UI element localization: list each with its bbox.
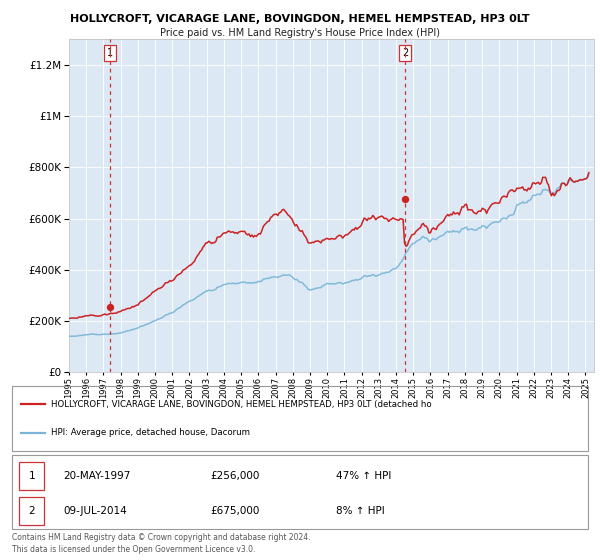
Text: Contains HM Land Registry data © Crown copyright and database right 2024.: Contains HM Land Registry data © Crown c… <box>12 533 311 542</box>
Text: 2: 2 <box>28 506 35 516</box>
Text: This data is licensed under the Open Government Licence v3.0.: This data is licensed under the Open Gov… <box>12 545 256 554</box>
Text: 1: 1 <box>107 48 113 58</box>
Point <box>400 195 410 204</box>
Text: 2: 2 <box>402 48 408 58</box>
Text: Price paid vs. HM Land Registry's House Price Index (HPI): Price paid vs. HM Land Registry's House … <box>160 28 440 38</box>
Point <box>105 302 115 311</box>
Text: 20-MAY-1997: 20-MAY-1997 <box>63 471 130 481</box>
Text: HOLLYCROFT, VICARAGE LANE, BOVINGDON, HEMEL HEMPSTEAD, HP3 0LT (detached ho: HOLLYCROFT, VICARAGE LANE, BOVINGDON, HE… <box>51 400 431 409</box>
Text: HPI: Average price, detached house, Dacorum: HPI: Average price, detached house, Daco… <box>51 428 250 437</box>
Text: 1: 1 <box>28 471 35 481</box>
Text: HOLLYCROFT, VICARAGE LANE, BOVINGDON, HEMEL HEMPSTEAD, HP3 0LT: HOLLYCROFT, VICARAGE LANE, BOVINGDON, HE… <box>70 14 530 24</box>
Text: 09-JUL-2014: 09-JUL-2014 <box>63 506 127 516</box>
Text: £256,000: £256,000 <box>210 471 259 481</box>
Text: 47% ↑ HPI: 47% ↑ HPI <box>336 471 391 481</box>
Text: 8% ↑ HPI: 8% ↑ HPI <box>336 506 385 516</box>
Text: £675,000: £675,000 <box>210 506 259 516</box>
